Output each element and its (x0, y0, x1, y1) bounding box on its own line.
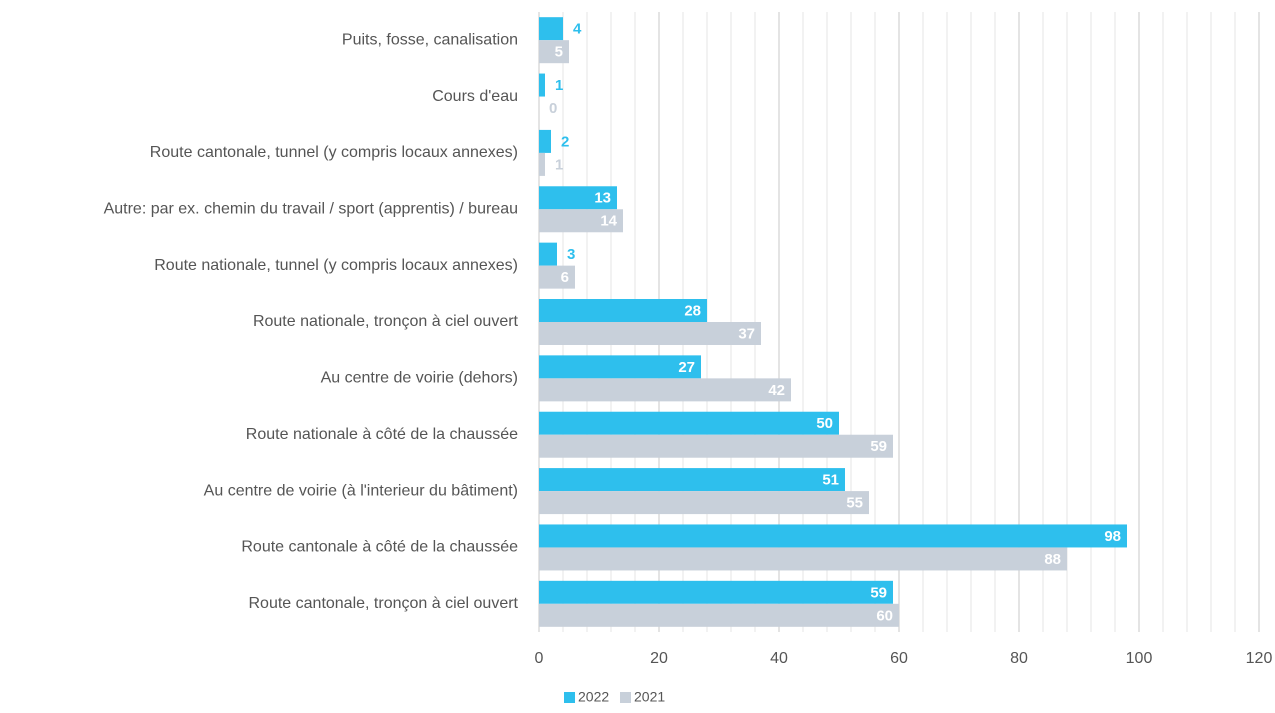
value-label: 37 (738, 325, 755, 342)
bar (539, 17, 563, 41)
bar (539, 242, 557, 266)
x-tick-label: 20 (650, 650, 668, 667)
value-label: 6 (561, 269, 569, 286)
y-tick-label: Route cantonale, tunnel (y compris locau… (150, 144, 518, 161)
bar (539, 434, 893, 458)
bar (539, 468, 845, 492)
x-tick-label: 120 (1246, 650, 1273, 667)
bar (539, 265, 575, 289)
bar (539, 378, 791, 402)
value-label: 59 (870, 584, 887, 601)
value-label: 14 (600, 213, 617, 230)
value-label: 13 (594, 190, 611, 207)
y-tick-label: Puits, fosse, canalisation (342, 31, 518, 48)
value-label: 1 (555, 156, 563, 173)
bar (539, 355, 701, 379)
bar (539, 299, 707, 322)
value-label: 2 (561, 133, 569, 150)
y-tick-label: Autre: par ex. chemin du travail / sport… (104, 200, 518, 217)
legend-swatch (620, 692, 631, 703)
y-tick-label: Route nationale, tunnel (y compris locau… (154, 257, 518, 274)
value-label: 5 (555, 44, 563, 61)
y-tick-label: Route nationale à côté de la chaussée (246, 426, 518, 443)
y-tick-label: Au centre de voirie (à l'interieur du bâ… (204, 482, 518, 499)
legend-label: 2022 (578, 689, 609, 705)
bar (539, 209, 623, 233)
x-tick-label: 40 (770, 650, 788, 667)
value-label: 50 (816, 415, 833, 432)
y-tick-label: Cours d'eau (432, 88, 518, 105)
legend-swatch (564, 692, 575, 703)
bar (539, 129, 551, 153)
value-label: 60 (876, 607, 893, 624)
bar (539, 547, 1067, 571)
bar (539, 491, 869, 515)
y-tick-label: Route cantonale, tronçon à ciel ouvert (249, 595, 519, 612)
value-label: 4 (573, 21, 582, 38)
value-label: 28 (684, 302, 701, 319)
value-label: 55 (846, 495, 863, 512)
bar (539, 40, 569, 64)
bar (539, 152, 545, 176)
value-label: 42 (768, 382, 785, 399)
legend-label: 2021 (634, 689, 665, 705)
value-label: 51 (822, 472, 839, 489)
bar (539, 580, 893, 604)
bar (539, 322, 761, 345)
bar (539, 603, 899, 627)
y-tick-label: Au centre de voirie (dehors) (321, 370, 518, 387)
x-tick-label: 100 (1126, 650, 1153, 667)
value-label: 59 (870, 438, 887, 455)
x-tick-label: 60 (890, 650, 908, 667)
value-label: 0 (549, 100, 557, 117)
value-label: 1 (555, 77, 563, 94)
y-tick-label: Route cantonale à côté de la chaussée (241, 539, 518, 556)
value-label: 3 (567, 246, 575, 263)
bar (539, 73, 545, 97)
value-label: 98 (1104, 528, 1121, 545)
bar (539, 186, 617, 210)
value-label: 88 (1044, 551, 1061, 568)
bar (539, 524, 1127, 548)
y-tick-label: Route nationale, tronçon à ciel ouvert (253, 313, 519, 330)
value-label: 27 (678, 359, 695, 376)
bar (539, 411, 839, 435)
x-tick-label: 0 (535, 650, 544, 667)
x-tick-label: 80 (1010, 650, 1028, 667)
